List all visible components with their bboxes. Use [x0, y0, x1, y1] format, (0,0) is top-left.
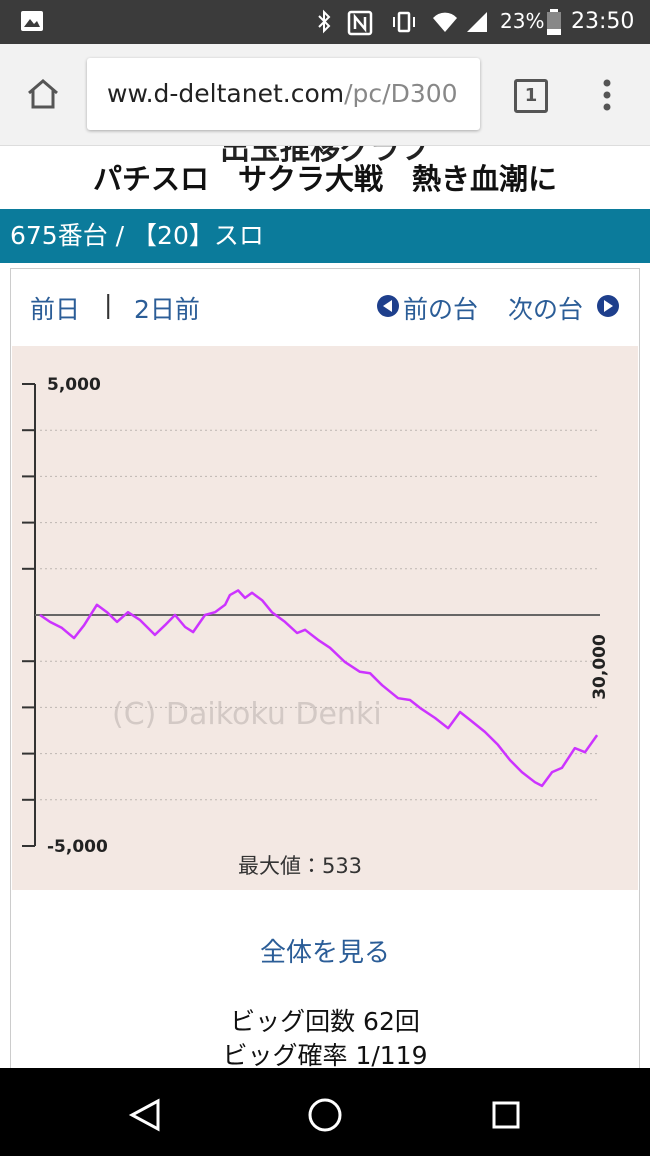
status-bar: 23% 23:50 — [0, 0, 650, 44]
machine-title: パチスロ サクラ大戦 熱き血潮に — [92, 162, 557, 196]
big-probability: ビッグ確率 1/119 — [222, 1041, 428, 1070]
clock: 23:50 — [571, 9, 635, 34]
recents-button[interactable] — [492, 1101, 520, 1129]
url-path: /pc/D300 — [344, 79, 458, 108]
nav-separator: | — [104, 290, 113, 319]
prev-day-link[interactable]: 前日 — [30, 295, 81, 324]
home-button[interactable] — [26, 78, 60, 110]
navigation-bar — [0, 1068, 650, 1156]
url-bar[interactable]: ww.d-deltanet.com/pc/D300 — [87, 58, 480, 130]
url-host: ww.d-deltanet.com — [107, 79, 345, 108]
two-days-ago-link[interactable]: 2日前 — [134, 295, 200, 324]
tab-switcher[interactable]: 1 — [514, 79, 548, 113]
battery-icon — [547, 9, 561, 35]
battery-percent: 23% — [500, 9, 545, 33]
y-tick-label: 5,000 — [47, 375, 101, 395]
max-label: 最大値：533 — [238, 854, 362, 878]
chart-background — [12, 346, 638, 890]
machine-label: 675番台 / 【20】スロ — [10, 221, 264, 250]
x-tick-label: 30,000 — [590, 634, 610, 700]
next-icon — [597, 295, 619, 317]
big-count: ビッグ回数 62回 — [230, 1007, 420, 1036]
home-nav-button[interactable] — [307, 1097, 343, 1133]
chart: (C) Daikoku Denki 5,000 -5,000 30,000 最大値：53… — [12, 346, 638, 890]
prev-icon — [377, 295, 399, 317]
data-line — [39, 589, 599, 788]
menu-button[interactable] — [600, 78, 614, 112]
view-all-link[interactable]: 全体を見る — [259, 938, 390, 968]
content-box — [10, 268, 640, 1089]
y-tick-label: -5,000 — [47, 837, 108, 857]
watermark: (C) Daikoku Denki — [112, 697, 382, 732]
gallery-icon — [21, 11, 43, 31]
prev-machine-link[interactable]: 前の台 — [403, 295, 479, 324]
next-machine-link[interactable]: 次の台 — [508, 295, 584, 324]
status-icons — [318, 9, 487, 36]
back-button[interactable] — [128, 1098, 162, 1132]
browser-toolbar: ww.d-deltanet.com/pc/D300 1 — [0, 44, 650, 146]
machine-bar: 675番台 / 【20】スロ — [0, 209, 650, 263]
